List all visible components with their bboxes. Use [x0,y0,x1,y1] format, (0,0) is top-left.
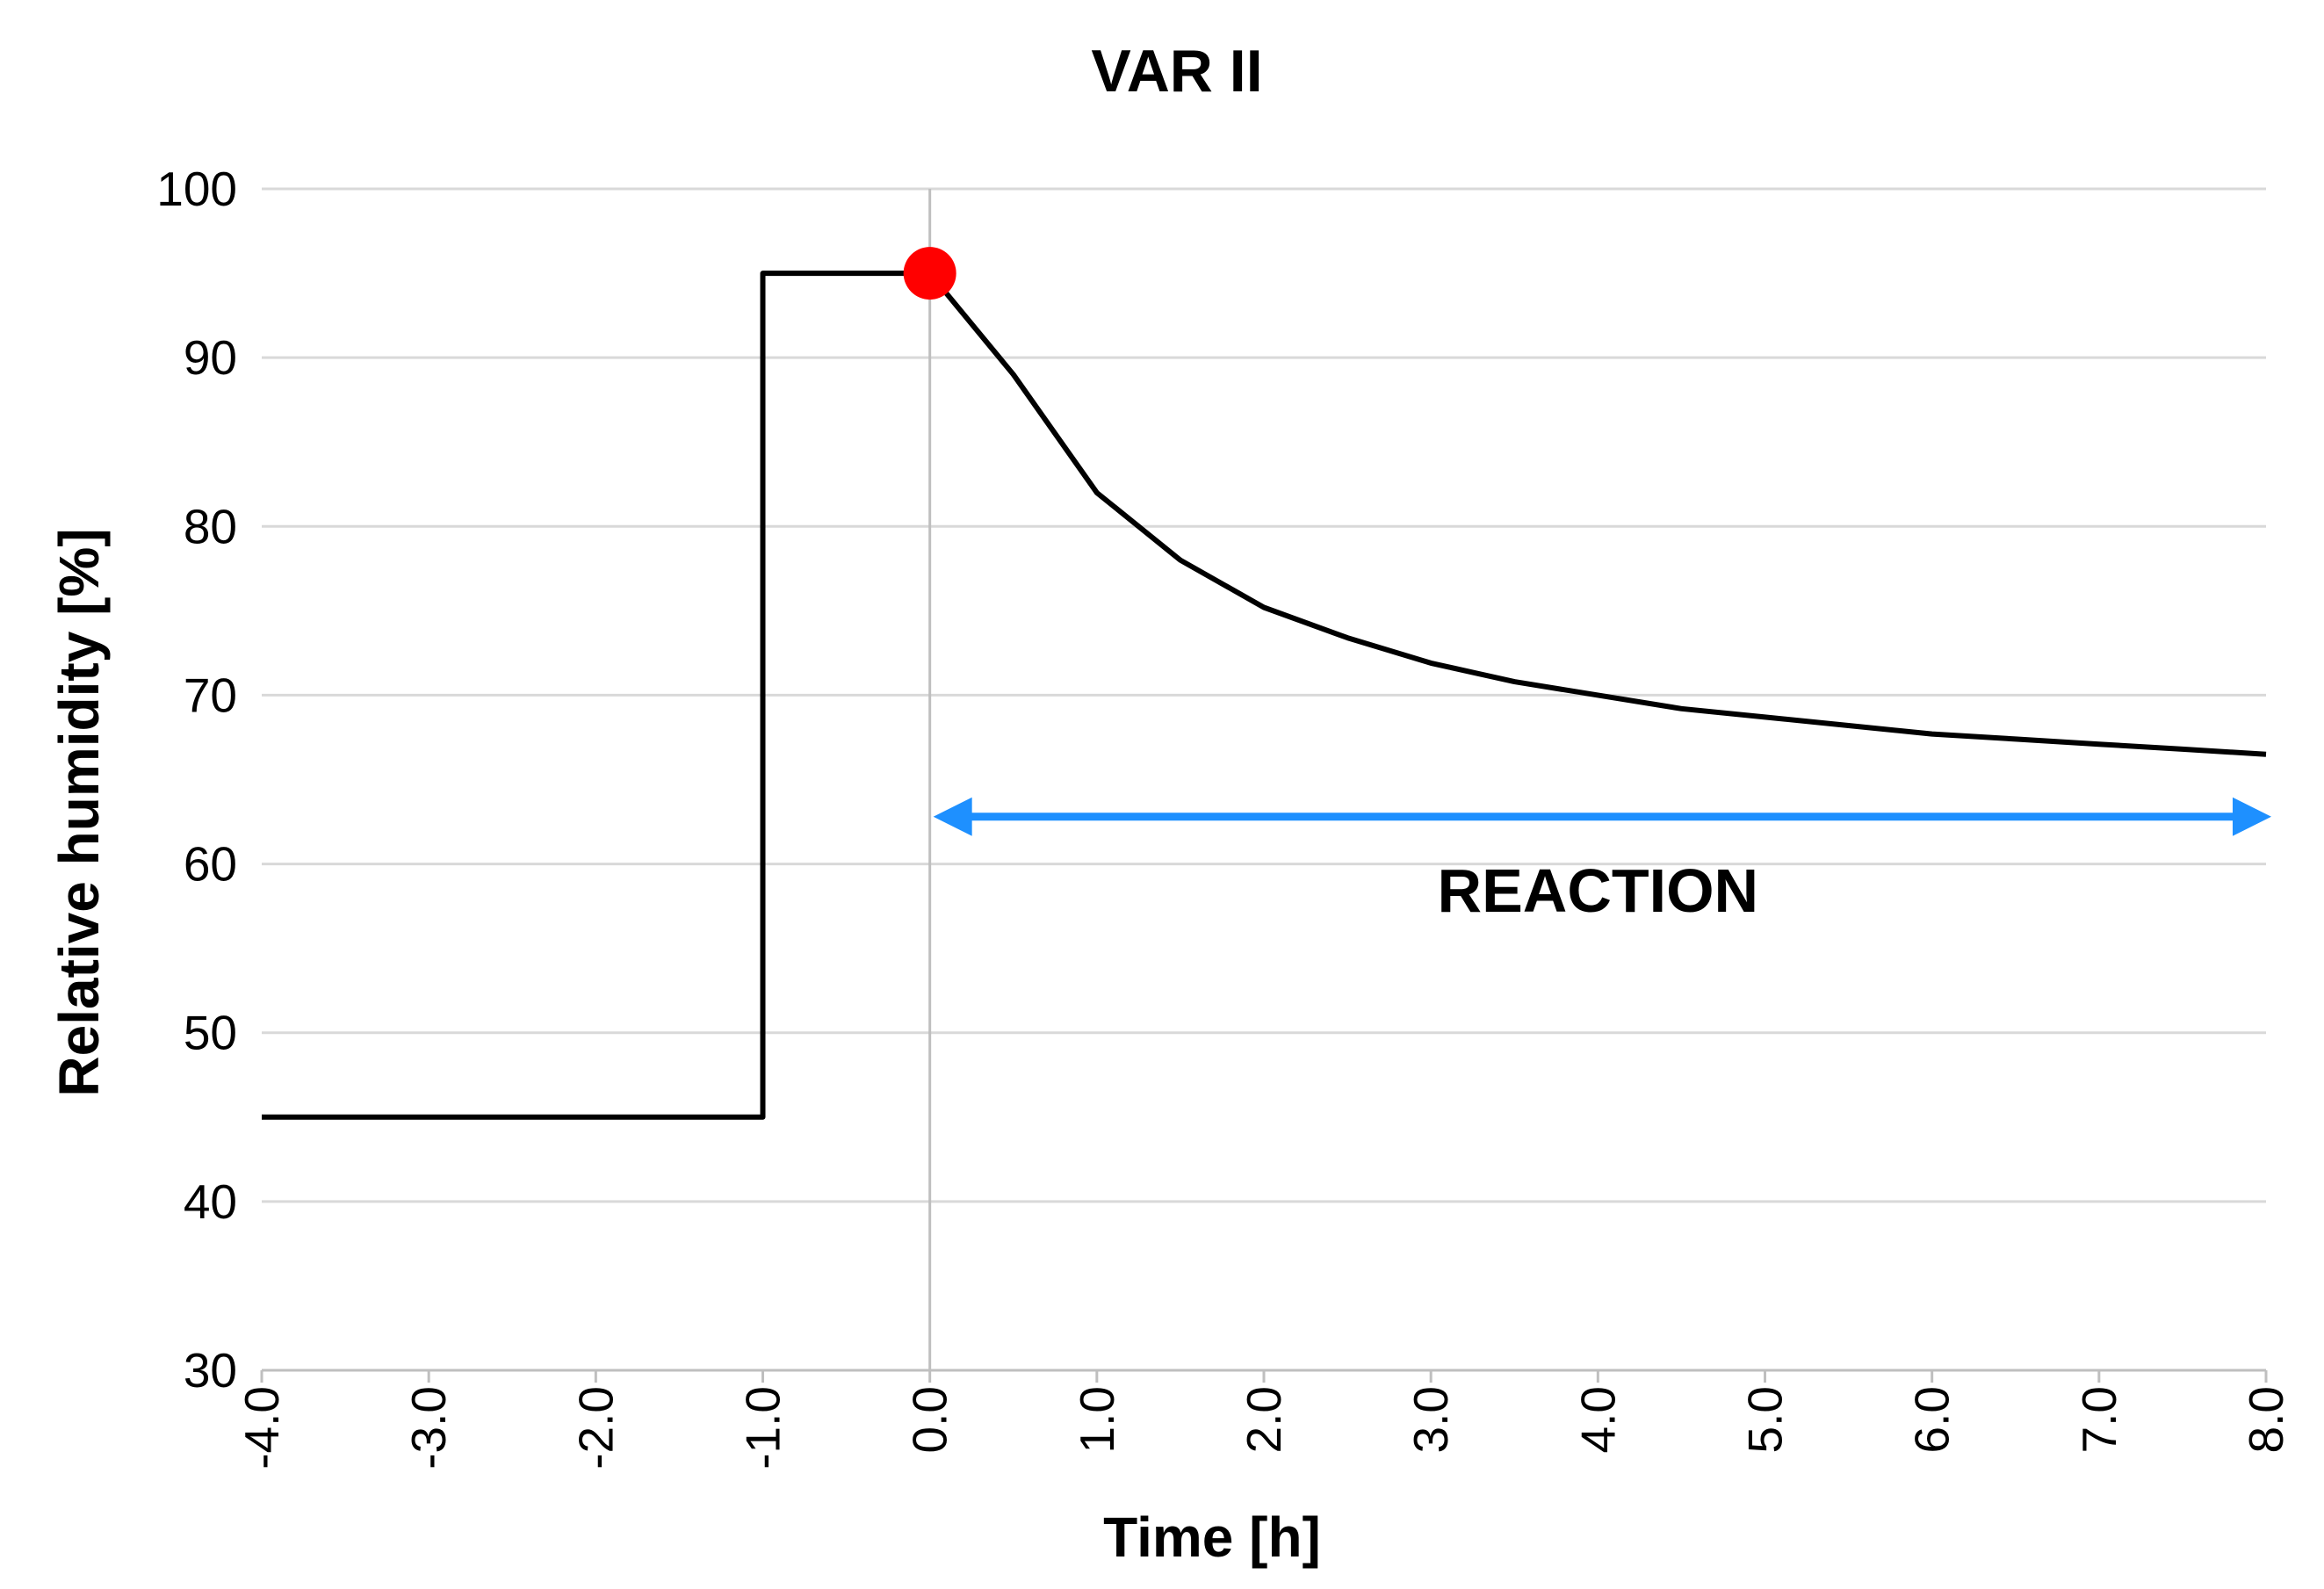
y-tick-label: 100 [156,162,237,216]
chart-title: VAR II [1091,38,1262,105]
x-tick-label: -3.0 [401,1386,456,1470]
axes [260,189,2268,1383]
reaction-arrow-head-left [933,797,972,836]
x-tick-label: 6.0 [1905,1386,1960,1453]
x-tick-label: -2.0 [568,1386,623,1470]
y-tick-label: 40 [184,1174,237,1229]
x-tick-label: 8.0 [2239,1386,2293,1453]
x-axis-label: Time [h] [1103,1506,1321,1569]
markers [903,247,956,300]
highlight-point-marker [903,247,956,300]
grid-lines [262,187,2266,1203]
y-tick-labels: 30 40 50 60 70 80 90 100 [156,162,237,1398]
y-tick-label: 60 [184,837,237,892]
x-tick-labels: -4.0 -3.0 -2.0 -1.0 0.0 1.0 2.0 3.0 4.0 5.0 6.0 7.0… [235,1386,2293,1470]
x-tick-label: -1.0 [736,1386,790,1470]
reaction-arrow-head-right [2233,797,2271,836]
x-tick-label: 3.0 [1404,1386,1458,1453]
y-axis-label: Relative humidity [%] [47,528,111,1096]
y-tick-label: 50 [184,1006,237,1060]
x-tick-label: 2.0 [1237,1386,1291,1453]
y-tick-label: 30 [184,1343,237,1398]
x-tick-label: 0.0 [903,1386,957,1453]
x-tick-label: 1.0 [1070,1386,1124,1453]
x-tick-label: -4.0 [235,1386,289,1470]
y-tick-label: 80 [184,499,237,553]
x-tick-label: 7.0 [2072,1386,2126,1453]
reaction-label: REACTION [1438,856,1759,925]
y-tick-label: 90 [184,330,237,385]
y-tick-label: 70 [184,668,237,722]
x-tick-label: 5.0 [1738,1386,1793,1453]
reaction-annotation: REACTION [933,797,2271,925]
x-tick-label: 4.0 [1570,1386,1625,1453]
